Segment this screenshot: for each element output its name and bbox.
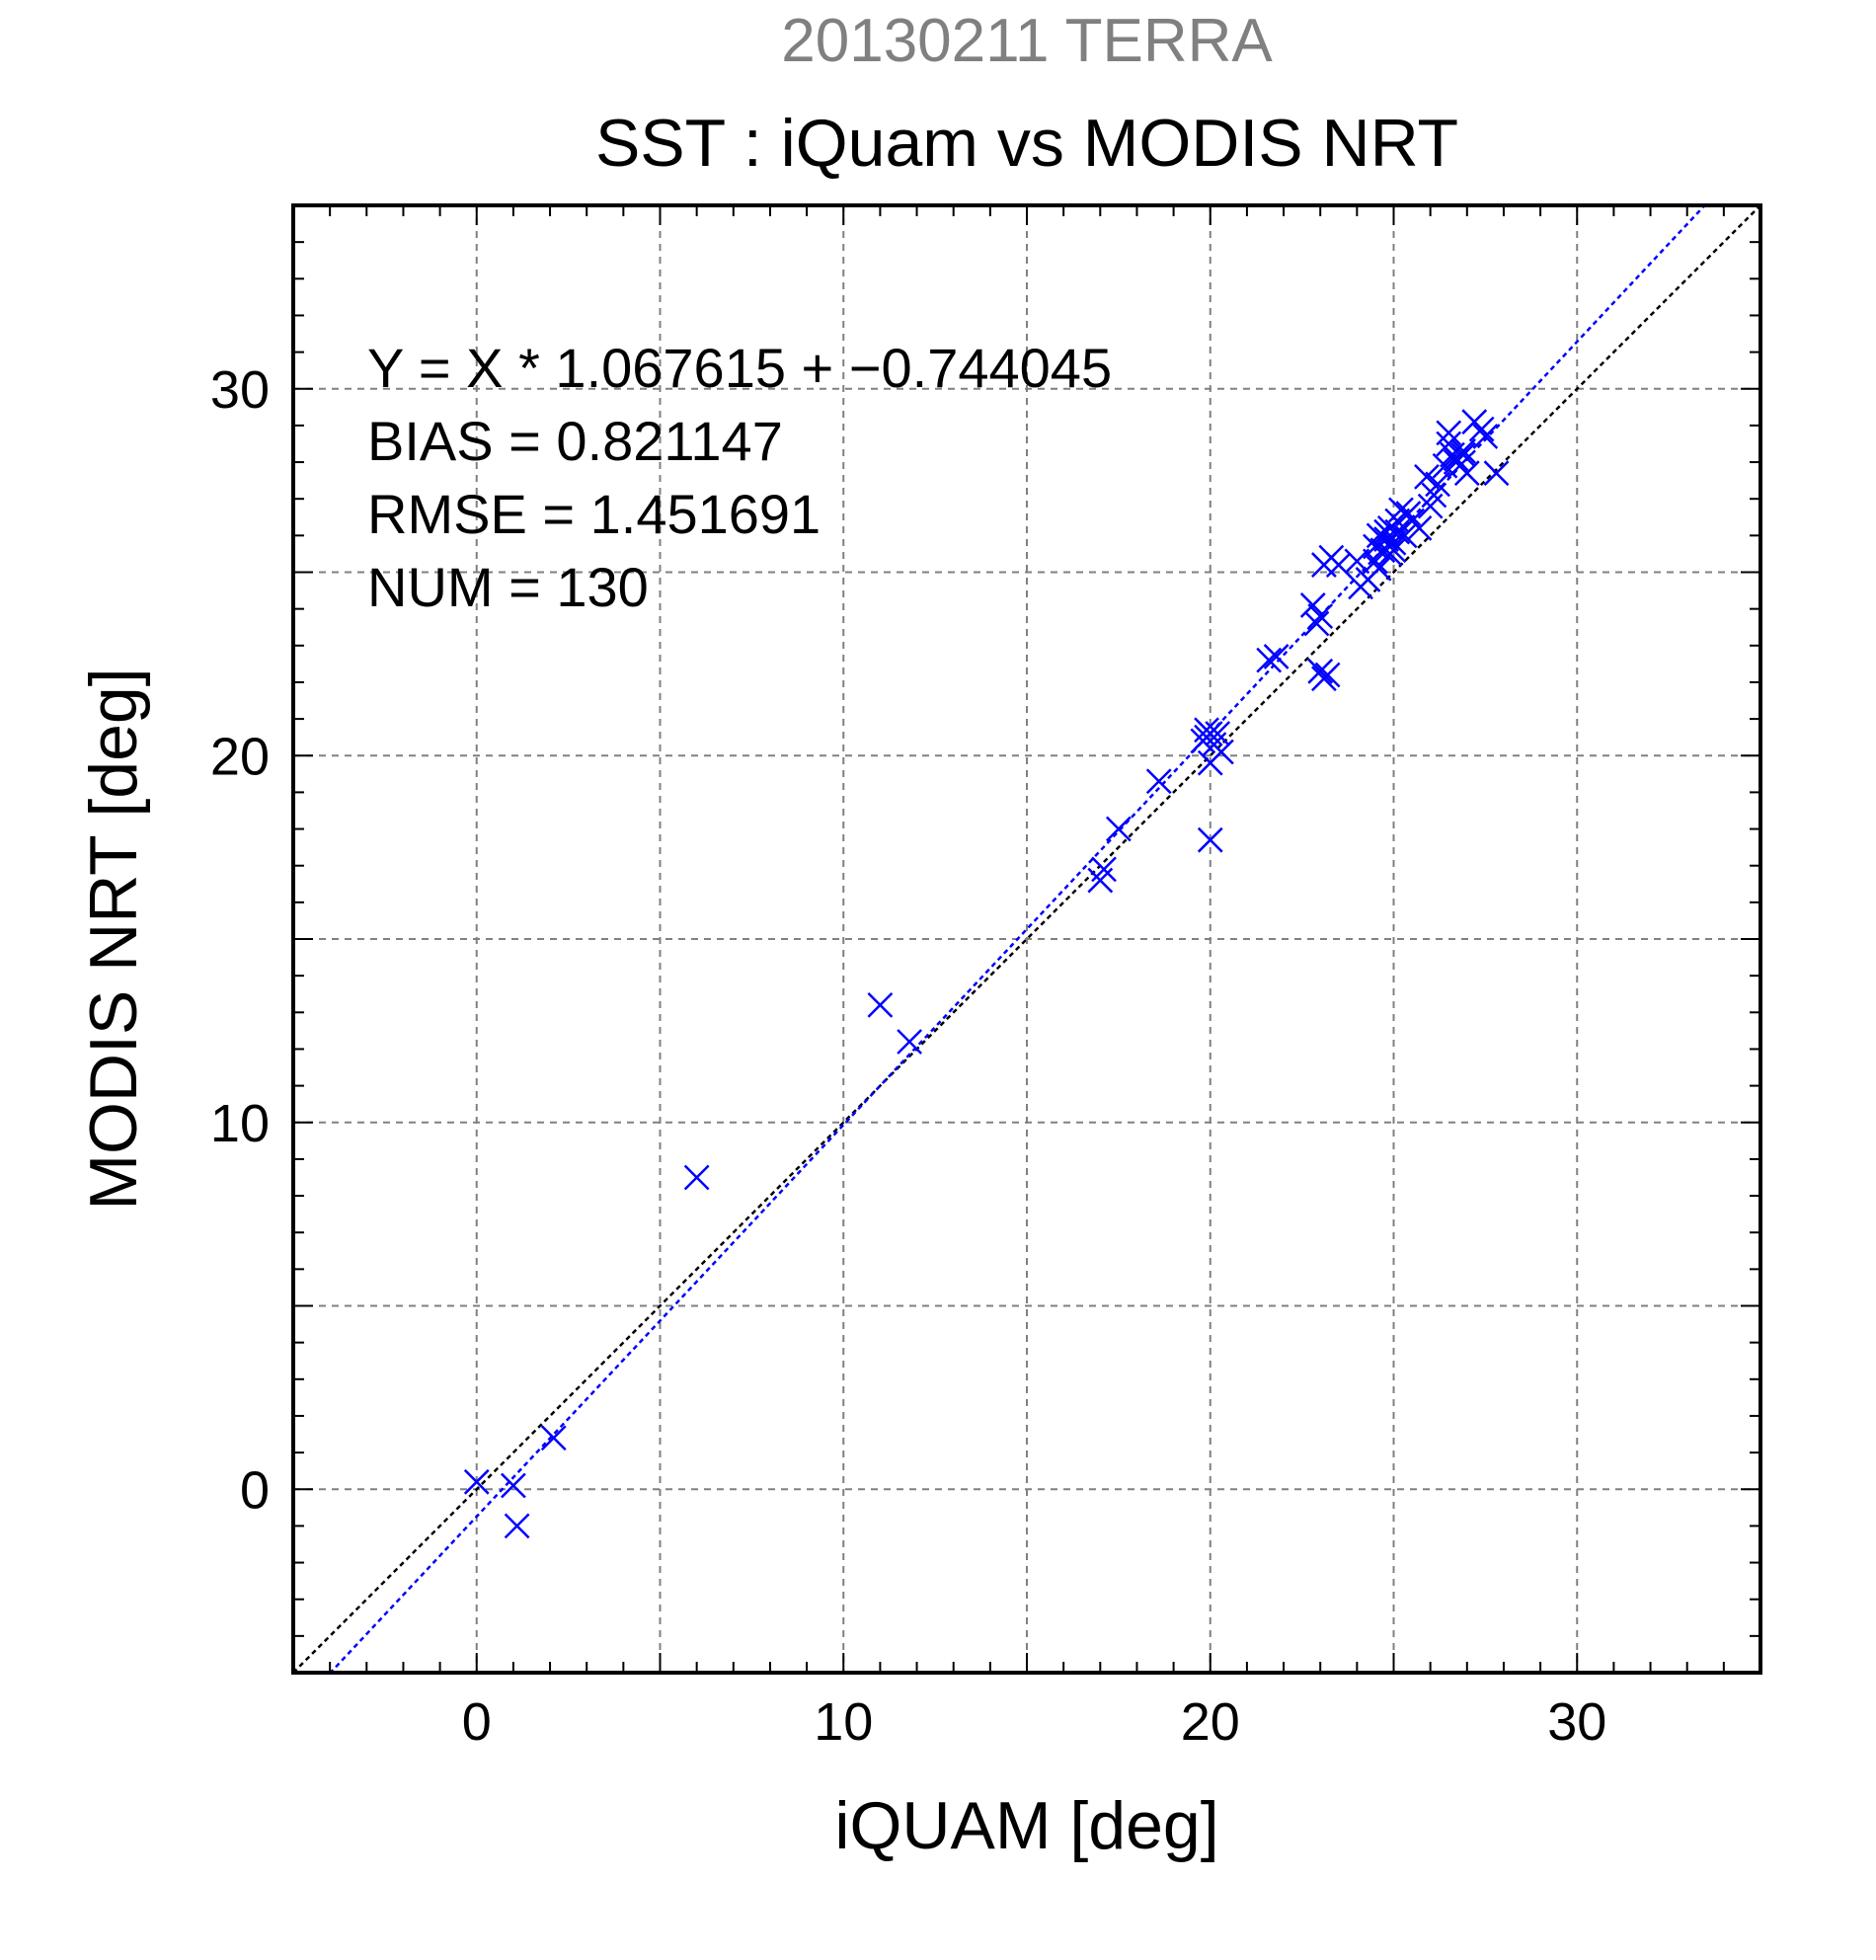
- data-point-stroke: [683, 1164, 710, 1191]
- data-point: [1197, 749, 1223, 776]
- data-point-stroke: [1105, 816, 1132, 842]
- stats-rmse: RMSE = 1.451691: [367, 483, 821, 545]
- fit-line: [328, 205, 1707, 1673]
- data-point: [867, 991, 894, 1018]
- data-point: [540, 1425, 567, 1451]
- plot-frame: [291, 203, 1762, 1675]
- data-point-stroke: [1453, 460, 1480, 487]
- data-point-stroke: [1395, 501, 1422, 526]
- chart-title: SST : iQuam vs MODIS NRT: [595, 106, 1458, 181]
- y-tick-label: 0: [240, 1460, 270, 1520]
- data-point: [1450, 438, 1476, 464]
- data-point-stroke: [540, 1425, 567, 1451]
- data-point-stroke: [1314, 662, 1341, 688]
- x-tick-label: 0: [462, 1692, 492, 1752]
- reference-lines: [293, 205, 1760, 1673]
- data-point: [1091, 856, 1117, 883]
- data-point: [1256, 647, 1283, 673]
- data-point: [1376, 541, 1403, 567]
- data-point-stroke: [1468, 416, 1495, 442]
- tick-labels: 0 10 20 30 0 10 20 30: [210, 360, 1606, 1752]
- data-point: [897, 1029, 923, 1055]
- data-point-stroke: [1256, 647, 1283, 673]
- data-point-stroke: [1091, 856, 1117, 883]
- data-point-stroke: [463, 1468, 490, 1495]
- data-point-stroke: [1406, 515, 1433, 541]
- chart-supertitle: 20130211 TERRA: [781, 7, 1273, 75]
- data-point: [1363, 548, 1388, 575]
- data-point: [1105, 816, 1132, 842]
- data-point-stroke: [1414, 464, 1440, 490]
- data-point: [1145, 768, 1172, 795]
- y-tick-label: 10: [210, 1094, 270, 1153]
- data-point-stroke: [1263, 644, 1290, 669]
- data-point-stroke: [1197, 749, 1223, 776]
- data-point-stroke: [1366, 555, 1392, 582]
- data-point: [1472, 424, 1499, 449]
- x-tick-label: 30: [1547, 1692, 1606, 1752]
- x-tick-label: 10: [814, 1692, 873, 1752]
- data-point-stroke: [1376, 541, 1403, 567]
- data-point-stroke: [1363, 548, 1388, 575]
- data-point: [1395, 501, 1422, 526]
- data-point: [1307, 658, 1334, 684]
- x-tick-label: 20: [1181, 1692, 1240, 1752]
- data-point-stroke: [1483, 460, 1510, 487]
- data-point-stroke: [1197, 826, 1223, 853]
- data-point: [1307, 603, 1334, 629]
- data-point-stroke: [1307, 603, 1334, 629]
- data-point-stroke: [1391, 522, 1418, 549]
- data-point-stroke: [867, 991, 894, 1018]
- data-point-stroke: [1472, 424, 1499, 449]
- data-point: [1436, 420, 1462, 446]
- data-point: [504, 1513, 530, 1539]
- grid-lines: [293, 205, 1760, 1673]
- stats-bias: BIAS = 0.821147: [367, 410, 783, 472]
- stats-num: NUM = 130: [367, 556, 649, 618]
- data-point: [683, 1164, 710, 1191]
- data-point: [1414, 464, 1440, 490]
- data-point-stroke: [897, 1029, 923, 1055]
- data-point-stroke: [1450, 438, 1476, 464]
- data-point: [1391, 522, 1418, 549]
- data-point-stroke: [501, 1472, 526, 1499]
- data-point: [1197, 826, 1223, 853]
- data-point: [1303, 610, 1330, 637]
- data-point: [1314, 662, 1341, 688]
- data-point-stroke: [1325, 552, 1352, 578]
- data-point-stroke: [1384, 518, 1411, 545]
- data-point-stroke: [1421, 482, 1447, 509]
- data-point: [1453, 460, 1480, 487]
- data-point: [1483, 460, 1510, 487]
- data-point: [463, 1468, 490, 1495]
- data-point: [1468, 416, 1495, 442]
- data-point: [1384, 518, 1411, 545]
- data-point-stroke: [1344, 548, 1370, 575]
- y-axis-label: MODIS NRT [deg]: [76, 667, 151, 1210]
- data-point: [1406, 515, 1433, 541]
- data-point-stroke: [1436, 431, 1462, 457]
- data-point: [1344, 548, 1370, 575]
- data-point-stroke: [1194, 724, 1219, 750]
- data-point-stroke: [1366, 522, 1392, 549]
- data-point-stroke: [504, 1513, 530, 1539]
- data-point: [501, 1472, 526, 1499]
- x-axis-label: iQUAM [deg]: [834, 1788, 1218, 1863]
- stats-annotation: Y = X * 1.067615 + −0.744045 BIAS = 0.82…: [367, 337, 1112, 618]
- data-point-stroke: [1303, 610, 1330, 637]
- data-point: [1421, 482, 1447, 509]
- data-point: [1366, 555, 1392, 582]
- stats-fit-equation: Y = X * 1.067615 + −0.744045: [367, 337, 1112, 399]
- data-point-stroke: [1436, 420, 1462, 446]
- data-point-stroke: [1145, 768, 1172, 795]
- data-points: [463, 409, 1510, 1539]
- y-tick-label: 30: [210, 360, 270, 420]
- data-point-stroke: [1307, 658, 1334, 684]
- data-point: [1263, 644, 1290, 669]
- y-tick-label: 20: [210, 727, 270, 786]
